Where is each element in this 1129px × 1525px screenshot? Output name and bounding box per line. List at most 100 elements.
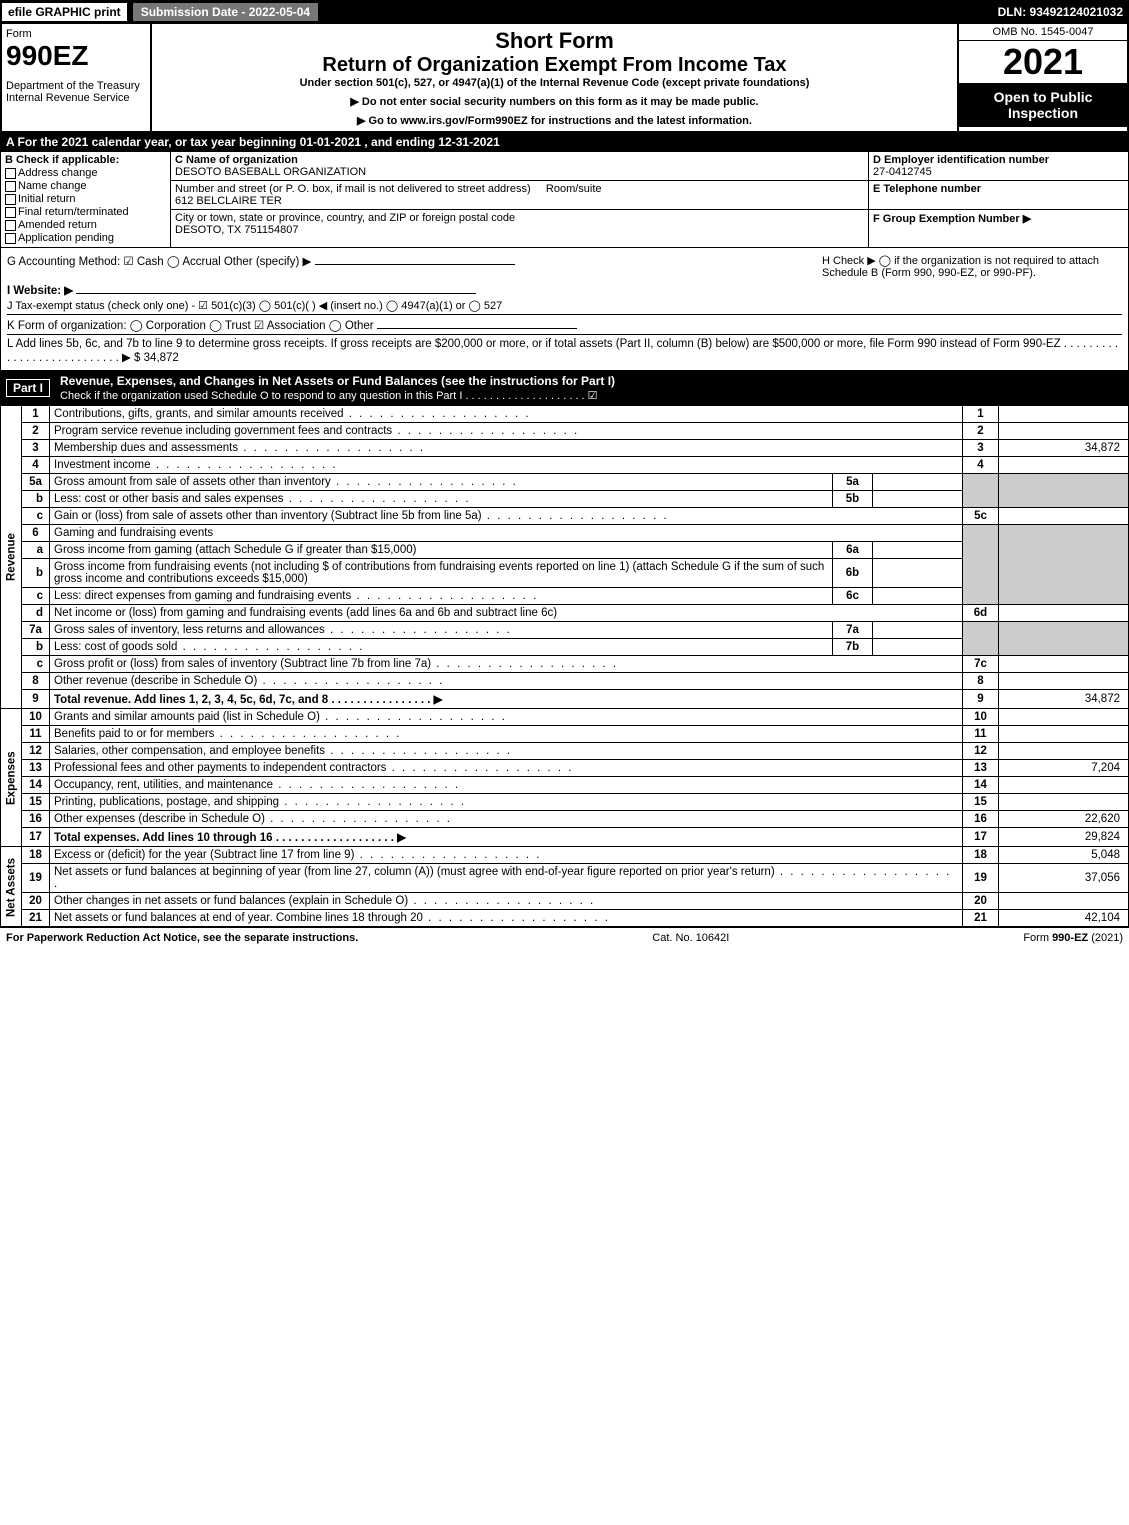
- part-i-label: Part I: [6, 379, 50, 397]
- line-2-amt: [999, 423, 1129, 440]
- line-13-desc: Professional fees and other payments to …: [54, 762, 386, 774]
- line-6c-midval: [873, 588, 963, 605]
- line-4-num: 4: [22, 457, 50, 474]
- line-7c-amt: [999, 656, 1129, 673]
- row-g: G Accounting Method: ☑ Cash ◯ Accrual Ot…: [7, 254, 822, 279]
- form-header: Form 990EZ Department of the Treasury In…: [0, 24, 1129, 133]
- line-10-num: 10: [22, 709, 50, 726]
- line-21-desc: Net assets or fund balances at end of ye…: [54, 912, 423, 924]
- tax-year: 2021: [959, 41, 1127, 83]
- line-5a-num: 5a: [22, 474, 50, 491]
- line-10-rnum: 10: [963, 709, 999, 726]
- line-5ab-shade: [963, 474, 999, 508]
- line-9-desc: Total revenue. Add lines 1, 2, 3, 4, 5c,…: [54, 694, 442, 706]
- efile-badge: efile GRAPHIC print: [0, 1, 129, 23]
- ein-value: 27-0412745: [873, 166, 932, 178]
- line-2-num: 2: [22, 423, 50, 440]
- line-6a-mid: 6a: [833, 542, 873, 559]
- line-19-amt: 37,056: [999, 864, 1129, 893]
- line-20-amt: [999, 893, 1129, 910]
- line-12-desc: Salaries, other compensation, and employ…: [54, 745, 325, 757]
- line-10-amt: [999, 709, 1129, 726]
- line-6c-num: c: [22, 588, 50, 605]
- line-20-rnum: 20: [963, 893, 999, 910]
- part-i-header: Part I Revenue, Expenses, and Changes in…: [0, 371, 1129, 405]
- page-footer: For Paperwork Reduction Act Notice, see …: [0, 927, 1129, 948]
- dln-number: DLN: 93492124021032: [998, 5, 1129, 19]
- line-6c-desc: Less: direct expenses from gaming and fu…: [54, 590, 351, 602]
- line-5b-num: b: [22, 491, 50, 508]
- line-19-num: 19: [22, 864, 50, 893]
- line-7a-mid: 7a: [833, 622, 873, 639]
- line-11-num: 11: [22, 726, 50, 743]
- line-7b-desc: Less: cost of goods sold: [54, 641, 177, 653]
- line-13-amt: 7,204: [999, 760, 1129, 777]
- line-19-desc: Net assets or fund balances at beginning…: [54, 866, 775, 878]
- city-label: City or town, state or province, country…: [175, 212, 515, 224]
- col-de: D Employer identification number27-04127…: [868, 152, 1128, 247]
- line-18-amt: 5,048: [999, 847, 1129, 864]
- line-11-desc: Benefits paid to or for members: [54, 728, 214, 740]
- line-7a-midval: [873, 622, 963, 639]
- line-16-desc: Other expenses (describe in Schedule O): [54, 813, 265, 825]
- line-3-amt: 34,872: [999, 440, 1129, 457]
- line-6-shade-amt: [999, 525, 1129, 605]
- line-16-rnum: 16: [963, 811, 999, 828]
- line-18-num: 18: [22, 847, 50, 864]
- part-i-title: Revenue, Expenses, and Changes in Net As…: [60, 374, 615, 388]
- form-label: Form: [6, 28, 146, 40]
- line-14-desc: Occupancy, rent, utilities, and maintena…: [54, 779, 273, 791]
- line-7c-num: c: [22, 656, 50, 673]
- line-15-rnum: 15: [963, 794, 999, 811]
- line-16-num: 16: [22, 811, 50, 828]
- part-i-table: Revenue 1 Contributions, gifts, grants, …: [0, 405, 1129, 927]
- line-17-amt: 29,824: [999, 828, 1129, 847]
- line-17-num: 17: [22, 828, 50, 847]
- line-15-amt: [999, 794, 1129, 811]
- line-19-rnum: 19: [963, 864, 999, 893]
- line-5a-midval: [873, 474, 963, 491]
- dept-label: Department of the Treasury Internal Reve…: [6, 80, 146, 104]
- chk-pending: Application pending: [5, 232, 166, 244]
- line-4-rnum: 4: [963, 457, 999, 474]
- line-7ab-shade-amt: [999, 622, 1129, 656]
- line-12-num: 12: [22, 743, 50, 760]
- line-21-amt: 42,104: [999, 910, 1129, 927]
- line-6d-desc: Net income or (loss) from gaming and fun…: [54, 607, 557, 619]
- expenses-side-label: Expenses: [1, 709, 22, 847]
- line-7a-num: 7a: [22, 622, 50, 639]
- line-2-rnum: 2: [963, 423, 999, 440]
- line-7b-num: b: [22, 639, 50, 656]
- line-5ab-shade-amt: [999, 474, 1129, 508]
- line-5a-mid: 5a: [833, 474, 873, 491]
- line-15-num: 15: [22, 794, 50, 811]
- row-l: L Add lines 5b, 6c, and 7b to line 9 to …: [7, 334, 1122, 364]
- footer-right: Form 990-EZ (2021): [1023, 932, 1123, 944]
- row-j: J Tax-exempt status (check only one) - ☑…: [7, 299, 1122, 312]
- line-7c-rnum: 7c: [963, 656, 999, 673]
- line-13-num: 13: [22, 760, 50, 777]
- line-5c-amt: [999, 508, 1129, 525]
- line-5c-num: c: [22, 508, 50, 525]
- line-20-desc: Other changes in net assets or fund bala…: [54, 895, 408, 907]
- line-16-amt: 22,620: [999, 811, 1129, 828]
- line-12-amt: [999, 743, 1129, 760]
- line-21-num: 21: [22, 910, 50, 927]
- line-14-num: 14: [22, 777, 50, 794]
- chk-address: Address change: [5, 167, 166, 179]
- line-14-amt: [999, 777, 1129, 794]
- line-6a-num: a: [22, 542, 50, 559]
- line-9-amt: 34,872: [999, 690, 1129, 709]
- line-2-desc: Program service revenue including govern…: [54, 425, 392, 437]
- omb-number: OMB No. 1545-0047: [959, 24, 1127, 41]
- line-5b-midval: [873, 491, 963, 508]
- room-label: Room/suite: [546, 183, 602, 195]
- chk-final: Final return/terminated: [5, 206, 166, 218]
- line-6c-mid: 6c: [833, 588, 873, 605]
- line-6b-desc: Gross income from fundraising events (no…: [54, 561, 824, 585]
- line-17-desc: Total expenses. Add lines 10 through 16 …: [54, 832, 406, 844]
- under-section: Under section 501(c), 527, or 4947(a)(1)…: [156, 77, 953, 89]
- revenue-side-label: Revenue: [1, 406, 22, 709]
- line-11-rnum: 11: [963, 726, 999, 743]
- org-name: DESOTO BASEBALL ORGANIZATION: [175, 166, 366, 178]
